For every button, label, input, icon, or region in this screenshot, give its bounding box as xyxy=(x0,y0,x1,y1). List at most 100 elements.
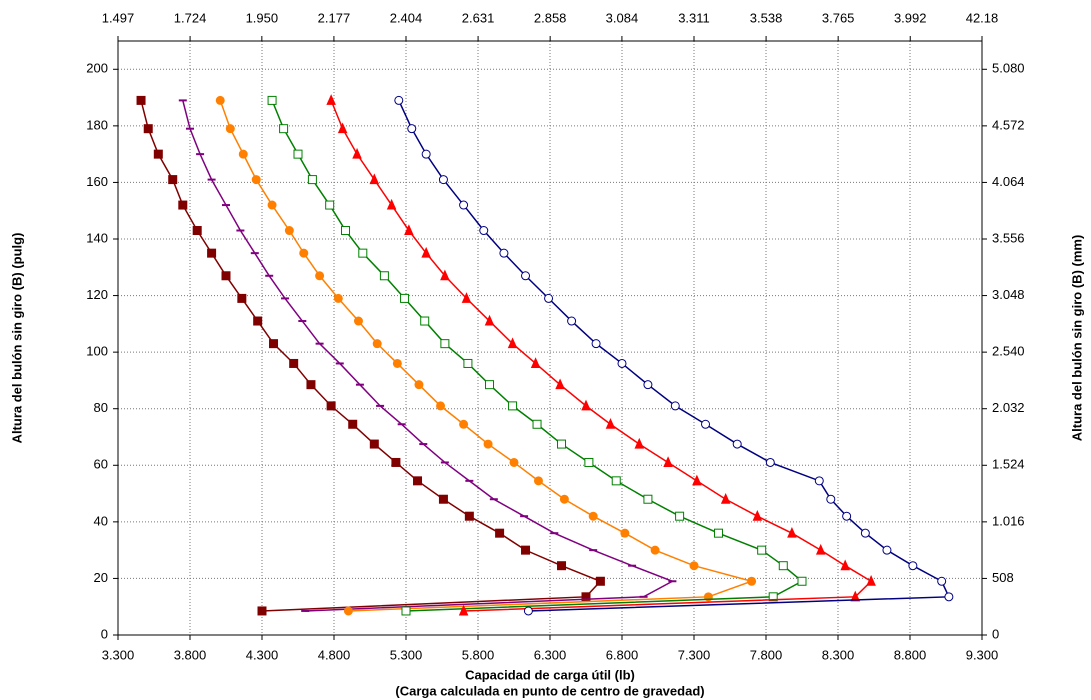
marker xyxy=(692,474,702,486)
marker xyxy=(530,357,541,368)
marker xyxy=(414,380,424,390)
y-tick-label: 200 xyxy=(86,61,108,76)
marker xyxy=(326,94,336,105)
x-tick-label: 5.800 xyxy=(462,647,495,662)
marker xyxy=(713,528,723,538)
marker xyxy=(325,200,335,210)
marker xyxy=(521,545,531,555)
marker xyxy=(461,292,472,303)
marker xyxy=(348,419,358,429)
marker xyxy=(269,339,279,349)
marker xyxy=(643,380,653,390)
marker xyxy=(620,528,630,538)
y2-tick-label: 508 xyxy=(992,570,1014,585)
x2-tick-label: 1.724 xyxy=(174,10,207,25)
marker xyxy=(178,200,188,210)
marker xyxy=(675,511,685,521)
marker xyxy=(732,439,742,449)
x2-tick-label: 1.497 xyxy=(102,10,135,25)
y-axis-title: Altura del bulón sin giro (B) (pulg) xyxy=(9,233,24,444)
marker xyxy=(747,576,757,586)
marker xyxy=(438,175,448,185)
y-tick-label: 20 xyxy=(94,570,108,585)
marker xyxy=(787,526,797,538)
marker xyxy=(567,316,577,326)
marker xyxy=(483,439,493,449)
marker xyxy=(438,494,448,504)
marker xyxy=(153,149,163,159)
series-line xyxy=(182,100,675,612)
x-tick-label: 4.300 xyxy=(246,647,279,662)
marker xyxy=(341,226,351,236)
marker xyxy=(765,457,775,467)
marker xyxy=(337,122,348,134)
marker xyxy=(768,592,778,602)
y2-tick-label: 4.064 xyxy=(992,174,1025,189)
marker xyxy=(611,476,621,486)
marker xyxy=(420,316,430,326)
marker xyxy=(168,175,178,185)
marker xyxy=(778,561,788,571)
marker xyxy=(797,576,807,586)
marker xyxy=(850,590,861,602)
marker xyxy=(588,511,598,521)
marker xyxy=(343,606,353,616)
marker xyxy=(557,439,567,449)
x2-tick-label: 2.631 xyxy=(462,10,495,25)
y2-tick-label: 1.524 xyxy=(992,457,1025,472)
marker xyxy=(557,561,567,571)
marker xyxy=(459,200,469,210)
marker xyxy=(369,439,379,449)
marker xyxy=(882,545,892,555)
marker xyxy=(372,339,382,349)
series-line xyxy=(219,100,755,612)
marker xyxy=(485,380,495,390)
marker xyxy=(643,494,653,504)
marker xyxy=(559,494,569,504)
marker xyxy=(257,606,267,616)
marker xyxy=(617,358,627,368)
marker xyxy=(407,124,417,134)
marker xyxy=(400,293,410,303)
marker xyxy=(752,509,763,521)
marker xyxy=(358,248,368,258)
marker xyxy=(670,401,680,411)
marker xyxy=(937,576,947,586)
marker xyxy=(299,248,309,258)
y-tick-label: 140 xyxy=(86,230,108,245)
marker xyxy=(379,271,389,281)
marker xyxy=(826,494,836,504)
y-tick-label: 60 xyxy=(94,457,108,472)
marker xyxy=(267,200,277,210)
x-tick-label: 7.300 xyxy=(678,647,711,662)
y2-tick-label: 2.032 xyxy=(992,400,1025,415)
x2-tick-label: 3.084 xyxy=(606,10,639,25)
marker xyxy=(215,95,225,105)
marker xyxy=(315,271,325,281)
marker xyxy=(401,606,411,616)
marker xyxy=(584,457,594,467)
marker xyxy=(284,226,294,236)
x-tick-label: 9.300 xyxy=(966,647,999,662)
x2-tick-label: 3.538 xyxy=(750,10,783,25)
marker xyxy=(326,401,336,411)
x-tick-label: 4.800 xyxy=(318,647,351,662)
marker xyxy=(237,293,247,303)
marker xyxy=(207,248,217,258)
y2-tick-label: 4.572 xyxy=(992,117,1025,132)
marker xyxy=(555,378,565,390)
marker xyxy=(436,401,446,411)
x-tick-label: 3.300 xyxy=(102,647,135,662)
marker xyxy=(650,545,660,555)
x-tick-label: 8.300 xyxy=(822,647,855,662)
marker xyxy=(581,399,591,411)
marker xyxy=(459,419,469,429)
plot-frame xyxy=(117,40,983,636)
marker xyxy=(353,316,363,326)
marker xyxy=(720,492,731,504)
marker xyxy=(508,401,518,411)
marker xyxy=(484,314,495,326)
marker xyxy=(143,124,153,134)
series-line xyxy=(398,100,951,612)
